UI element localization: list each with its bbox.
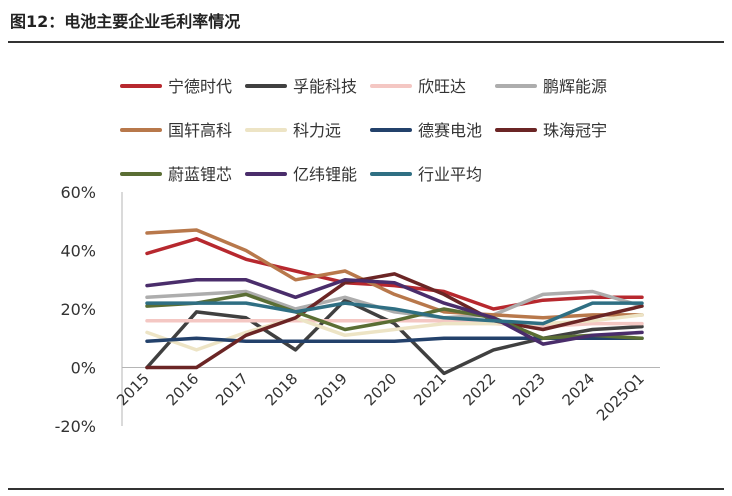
- y-tick-label: 0%: [71, 359, 96, 378]
- legend-label: 欣旺达: [418, 77, 466, 96]
- x-tick-label: 2024: [559, 370, 599, 410]
- y-axis-ticks: -20% 0% 20% 40% 60%: [55, 183, 96, 436]
- legend-label: 科力远: [293, 121, 341, 140]
- legend-label: 德赛电池: [418, 121, 482, 140]
- series-line: [145, 313, 644, 352]
- legend-label: 孚能科技: [293, 77, 357, 96]
- series-line: [145, 289, 644, 320]
- chart-axes: [121, 192, 660, 426]
- x-tick-label: 2016: [163, 370, 203, 410]
- series-line: [145, 292, 644, 341]
- title-divider: [8, 41, 724, 43]
- series-line: [145, 301, 644, 326]
- x-tick-label: 2021: [410, 370, 450, 410]
- series-line: [145, 237, 644, 311]
- y-tick-label: 40%: [60, 242, 96, 261]
- legend-label: 蔚蓝锂芯: [168, 165, 232, 184]
- x-tick-label: 2025Q1: [593, 370, 648, 425]
- legend-label: 行业平均: [418, 165, 482, 184]
- x-tick-label: 2019: [311, 370, 351, 410]
- x-tick-label: 2022: [460, 370, 500, 410]
- page-title: 图12：电池主要企业毛利率情况: [10, 12, 241, 31]
- y-tick-label: -20%: [55, 417, 96, 436]
- legend-label: 宁德时代: [168, 77, 232, 96]
- legend-label: 国轩高科: [168, 121, 232, 140]
- x-tick-label: 2017: [212, 370, 252, 410]
- y-tick-label: 60%: [60, 183, 96, 202]
- series-line: [145, 272, 644, 370]
- x-tick-label: 2015: [113, 370, 153, 410]
- x-tick-label: 2020: [361, 370, 401, 410]
- x-tick-label: 2023: [509, 370, 549, 410]
- legend-label: 珠海冠宇: [543, 121, 607, 140]
- x-tick-label: 2018: [262, 370, 302, 410]
- legend-label: 亿纬锂能: [293, 165, 357, 184]
- series-line: [145, 278, 644, 346]
- series-line: [145, 298, 644, 376]
- y-tick-label: 20%: [60, 300, 96, 319]
- chart-series: [145, 228, 644, 376]
- legend-label: 鹏辉能源: [543, 77, 607, 96]
- x-axis-ticks: 2015 2016 2017 2018 2019 2020 2021 2022 2023 2024…: [113, 370, 648, 425]
- bottom-divider: [8, 488, 724, 490]
